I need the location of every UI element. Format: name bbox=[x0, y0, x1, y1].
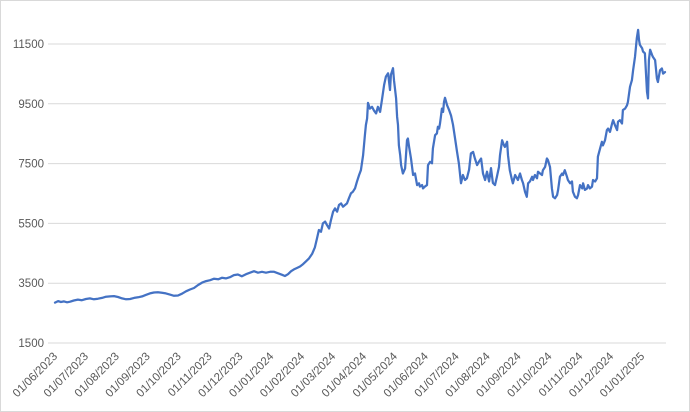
y-axis-tick-label: 7500 bbox=[18, 159, 44, 171]
y-axis-tick-label: 11500 bbox=[13, 39, 44, 51]
y-axis-tick-label: 1500 bbox=[18, 338, 44, 350]
data-series-line bbox=[53, 28, 667, 304]
y-axis-tick-label: 5500 bbox=[18, 218, 44, 230]
y-axis-tick-label: 9500 bbox=[18, 99, 44, 111]
y-axis-tick-label: 3500 bbox=[18, 278, 44, 290]
